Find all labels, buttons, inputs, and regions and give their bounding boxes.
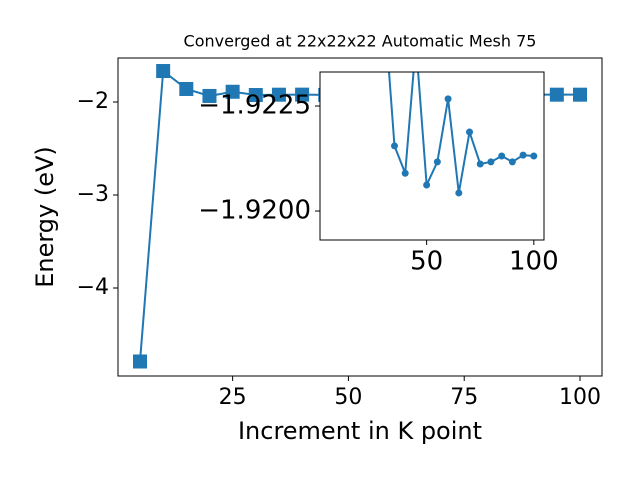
axes-frame	[319, 71, 545, 241]
data-point	[466, 128, 474, 136]
data-point	[530, 152, 538, 160]
y-axis-label: Energy (eV)	[31, 146, 59, 288]
data-point	[487, 158, 495, 166]
plot	[388, 72, 538, 197]
x-tick-label: 100	[509, 247, 559, 277]
data-point	[202, 88, 217, 103]
data-point	[423, 181, 431, 189]
data-point	[573, 87, 587, 102]
plot-area	[320, 72, 544, 240]
data-point	[156, 64, 171, 79]
x-tick-label: 50	[334, 385, 362, 410]
data-point	[455, 189, 463, 197]
y-tick-label: −3	[77, 182, 109, 207]
data-point	[248, 88, 263, 103]
data-point	[433, 158, 441, 166]
data-point	[390, 142, 398, 150]
x-tick-label: 25	[219, 385, 247, 410]
inset-axes: 50 100 −1.9225 −1.9200	[198, 71, 559, 277]
axes-frame	[117, 57, 603, 377]
data-point	[133, 354, 147, 369]
y-tick-label: −2	[77, 89, 109, 114]
y-tick-label: −1.9200	[198, 196, 311, 226]
x-tick-label: 50	[410, 247, 443, 277]
y-tick-label: −4	[77, 275, 109, 300]
data-point	[476, 160, 484, 168]
data-point	[549, 87, 564, 102]
data-point	[519, 151, 527, 159]
data-point	[295, 87, 310, 102]
data-point	[271, 87, 286, 102]
data-point	[179, 81, 194, 96]
x-tick-label: 75	[450, 385, 478, 410]
x-tick-label: 100	[559, 385, 601, 410]
data-point	[508, 158, 516, 166]
chart-title: Converged at 22x22x22 Automatic Mesh 75	[184, 32, 537, 51]
y-tick-label: −1.9225	[198, 91, 311, 121]
data-point	[225, 84, 240, 99]
data-point	[498, 152, 506, 160]
x-axis-label: Increment in K point	[238, 417, 482, 445]
data-point	[444, 95, 452, 103]
data-point	[401, 169, 409, 177]
